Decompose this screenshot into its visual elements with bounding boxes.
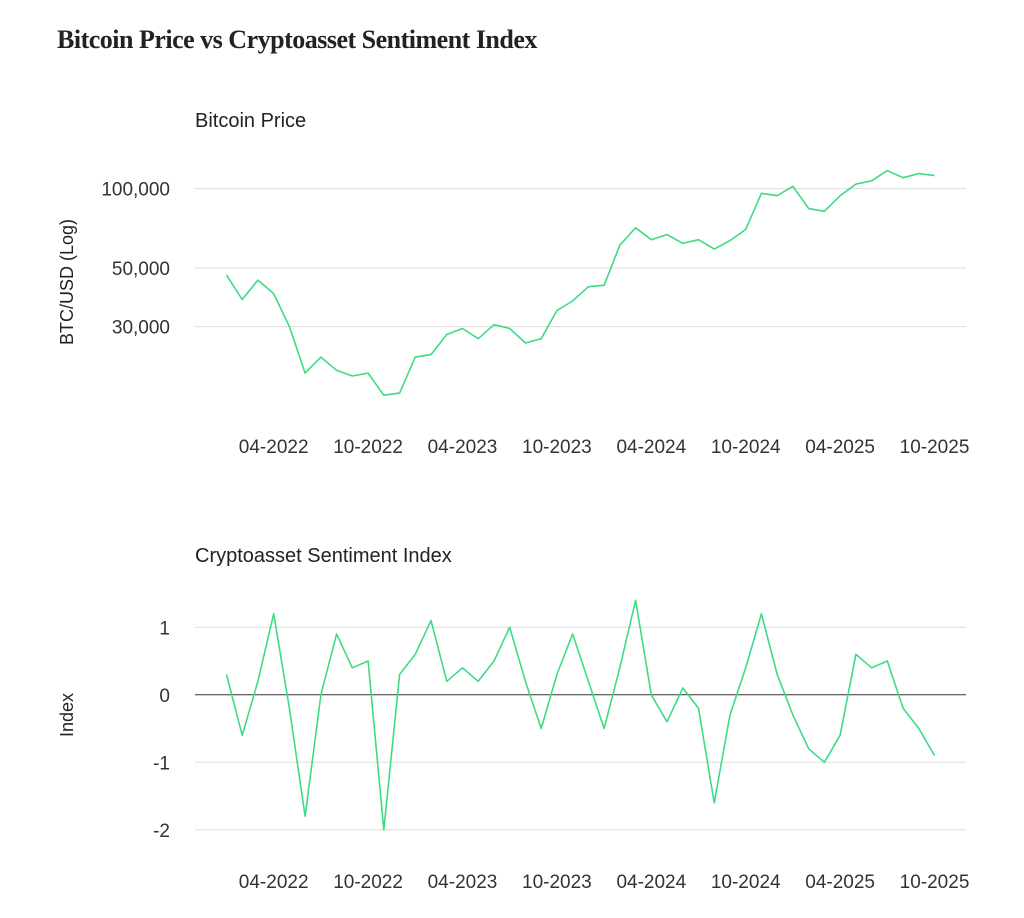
x-tick-label: 10-2022 xyxy=(333,872,403,893)
x-tick-label: 10-2023 xyxy=(522,437,592,458)
y-axis-label: BTC/USD (Log) xyxy=(57,219,77,345)
x-tick-label: 10-2025 xyxy=(900,872,970,893)
x-tick-label: 04-2024 xyxy=(616,872,686,893)
y-tick-label: 30,000 xyxy=(112,318,170,339)
y-tick-label: -2 xyxy=(153,821,170,842)
subchart-title: Bitcoin Price xyxy=(195,110,306,132)
x-tick-label: 04-2025 xyxy=(805,872,875,893)
page-title: Bitcoin Price vs Cryptoasset Sentiment I… xyxy=(57,25,537,54)
y-tick-label: 100,000 xyxy=(101,180,170,201)
y-tick-label: -1 xyxy=(153,753,170,774)
x-tick-label: 04-2024 xyxy=(616,437,686,458)
data-line xyxy=(225,599,936,831)
subchart-title: Cryptoasset Sentiment Index xyxy=(195,545,452,567)
x-tick-label: 10-2023 xyxy=(522,872,592,893)
x-tick-label: 10-2024 xyxy=(711,872,781,893)
y-tick-label: 0 xyxy=(159,686,170,707)
x-tick-label: 04-2025 xyxy=(805,437,875,458)
x-tick-label: 04-2023 xyxy=(428,437,498,458)
data-line xyxy=(225,169,935,396)
y-axis-label: Index xyxy=(57,693,77,737)
y-tick-label: 50,000 xyxy=(112,259,170,280)
x-tick-label: 04-2022 xyxy=(239,437,309,458)
x-tick-label: 04-2022 xyxy=(239,872,309,893)
x-tick-label: 04-2023 xyxy=(428,872,498,893)
x-tick-label: 10-2024 xyxy=(711,437,781,458)
x-tick-label: 10-2022 xyxy=(333,437,403,458)
y-tick-label: 1 xyxy=(159,618,170,639)
x-tick-label: 10-2025 xyxy=(900,437,970,458)
